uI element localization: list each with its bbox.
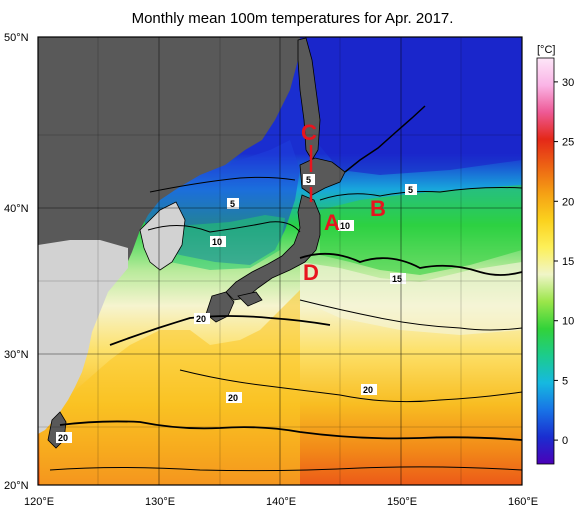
region-label-c: C (301, 120, 317, 145)
colorbar-unit: [°C] (537, 44, 555, 56)
colorbar-tick-label: 30 (562, 77, 574, 89)
colorbar-tick-label: 25 (562, 137, 574, 149)
shelf-area (38, 240, 128, 434)
colorbar-tick-label: 10 (562, 316, 574, 328)
colorbar-tick-label: 0 (562, 435, 568, 447)
colorbar (536, 57, 555, 465)
contour-label: 10 (340, 221, 350, 231)
lat-label: 50°N (4, 32, 29, 44)
shikoku-island (237, 291, 263, 307)
contour-label: 5 (230, 199, 235, 209)
region-label-a: A (324, 210, 340, 235)
contour-labels: 5 5 5 10 10 15 20 20 20 20 (56, 174, 417, 443)
kuril-islands (344, 105, 426, 173)
lat-label: 20°N (4, 480, 29, 492)
korean-peninsula (139, 201, 186, 271)
warm-region (40, 290, 300, 485)
contour-label: 20 (228, 393, 238, 403)
contour-label: 20 (196, 314, 206, 324)
minor-graticule (38, 37, 522, 485)
lat-label: 30°N (4, 349, 29, 361)
contour-label: 5 (408, 185, 413, 195)
contour-label: 20 (58, 433, 68, 443)
honshu-island (225, 194, 321, 301)
kuroshio-extension (320, 185, 522, 275)
region-label-d: D (303, 260, 319, 285)
lon-label: 120°E (24, 496, 54, 508)
colorbar-tick-label: 15 (562, 256, 574, 268)
contour-label: 20 (363, 385, 373, 395)
map-title: Monthly mean 100m temperatures for Apr. … (131, 10, 454, 27)
lon-label: 130°E (145, 496, 175, 508)
contour-label: 10 (212, 237, 222, 247)
contour-label: 15 (392, 274, 402, 284)
asia-land (38, 37, 300, 432)
okhotsk-sea (300, 37, 522, 175)
colorbar-tick-label: 5 (562, 375, 568, 387)
mixed-water (300, 262, 522, 335)
lon-label: 160°E (508, 496, 538, 508)
colorbar-tick-label: 20 (562, 196, 574, 208)
lon-label: 150°E (387, 496, 417, 508)
lon-label: 140°E (266, 496, 296, 508)
sakhalin-island (297, 37, 321, 161)
graticule (38, 37, 522, 485)
map-frame (37, 36, 523, 486)
region-label-b: B (370, 196, 386, 221)
lat-label: 40°N (4, 203, 29, 215)
colorbar-ticks: 30 25 20 15 10 5 0 (554, 77, 574, 447)
contour-label: 5 (306, 175, 311, 185)
